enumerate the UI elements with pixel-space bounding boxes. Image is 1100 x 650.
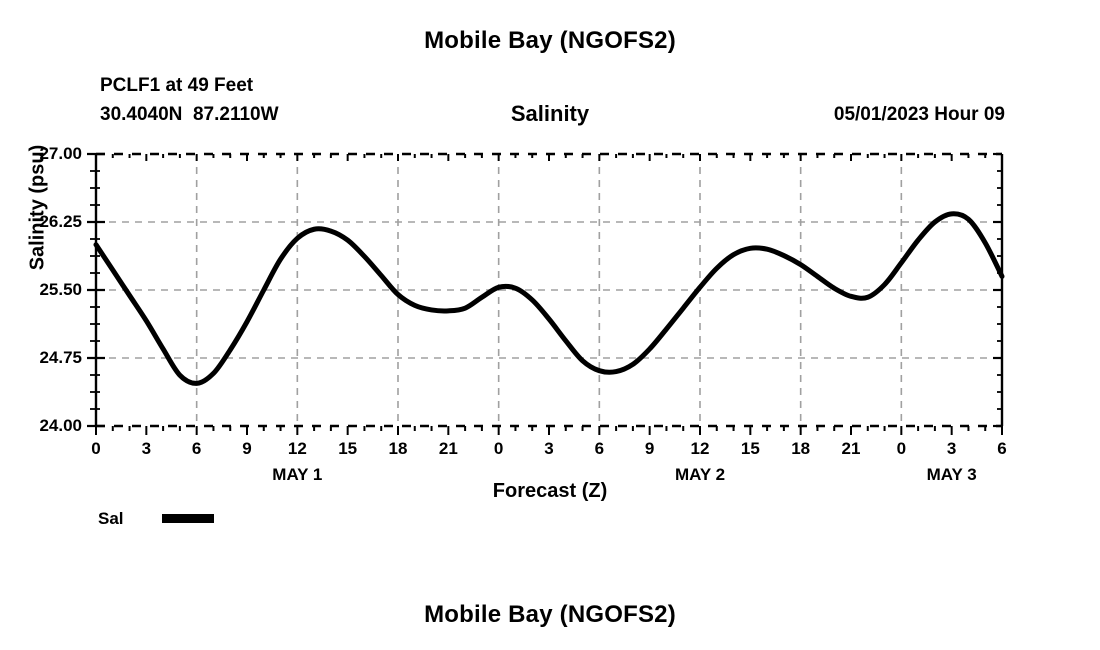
gridlines bbox=[96, 154, 1002, 426]
x-tick-label: 3 bbox=[544, 439, 554, 458]
x-tick-label: 6 bbox=[594, 439, 605, 458]
x-tick-label: 3 bbox=[141, 439, 152, 458]
x-tick-label: 21 bbox=[841, 439, 861, 458]
data-series bbox=[93, 211, 1005, 386]
x-tick-label: 9 bbox=[242, 439, 252, 458]
x-tick-label: 18 bbox=[791, 439, 811, 458]
y-tick-label: 27.00 bbox=[39, 144, 82, 163]
x-tick-label: 15 bbox=[338, 439, 358, 458]
x-day-label: MAY 1 bbox=[272, 465, 323, 484]
x-tick-label: 0 bbox=[493, 439, 504, 458]
x-axis-title: Forecast (Z) bbox=[492, 480, 608, 502]
x-tick-label: 6 bbox=[191, 439, 202, 458]
x-tick-label: 9 bbox=[644, 439, 655, 458]
x-tick-label: 6 bbox=[997, 439, 1007, 458]
series-line-sal bbox=[93, 211, 1005, 386]
y-tick-label: 24.00 bbox=[39, 416, 82, 435]
page-title-bottom: Mobile Bay (NGOFS2) bbox=[424, 601, 676, 628]
page-title-top: Mobile Bay (NGOFS2) bbox=[424, 27, 676, 54]
x-day-label: MAY 2 bbox=[674, 465, 726, 484]
x-tick-label: 0 bbox=[91, 439, 101, 458]
x-tick-label: 15 bbox=[740, 439, 760, 458]
y-tick-label: 25.50 bbox=[39, 280, 82, 299]
x-tick-label: 12 bbox=[690, 439, 710, 458]
x-tick-label: 3 bbox=[946, 439, 957, 458]
y-tick-label: 24.75 bbox=[39, 348, 82, 367]
plot-frame bbox=[94, 152, 1004, 428]
y-axis-title: Salinity (psu) bbox=[26, 144, 49, 271]
legend-label: Sal bbox=[98, 509, 124, 528]
variable-title: Salinity bbox=[510, 101, 590, 126]
x-tick-label: 21 bbox=[438, 439, 458, 458]
x-tick-label: 0 bbox=[896, 439, 907, 458]
y-tick-label: 26.25 bbox=[39, 212, 82, 231]
station-label: PCLF1 at 49 Feet bbox=[100, 75, 254, 96]
axis-ticks bbox=[87, 152, 1003, 435]
x-day-label: MAY 3 bbox=[926, 465, 977, 484]
x-tick-label: 18 bbox=[388, 439, 408, 458]
legend-swatch bbox=[162, 514, 214, 523]
x-tick-label: 12 bbox=[287, 439, 307, 458]
coordinates-label: 30.4040N 87.2110W bbox=[100, 104, 279, 125]
forecast-datetime-label: 05/01/2023 Hour 09 bbox=[833, 104, 1005, 125]
